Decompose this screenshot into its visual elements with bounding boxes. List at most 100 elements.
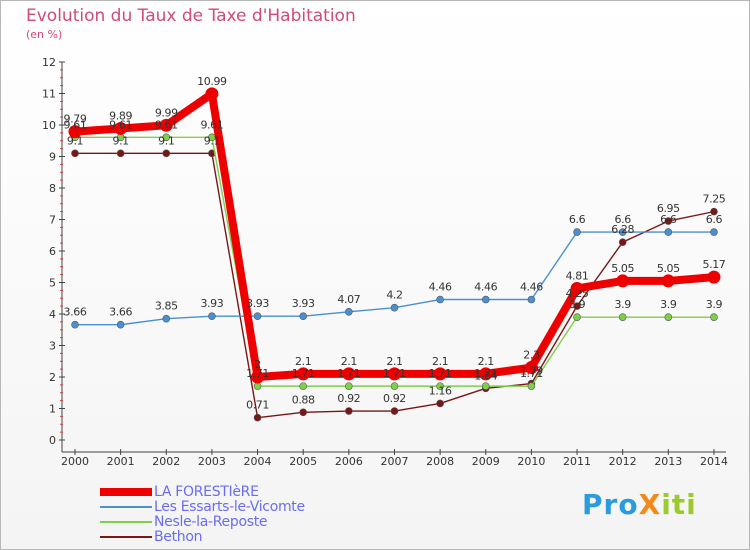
data-label: 3.9 <box>706 298 723 311</box>
data-point <box>253 413 262 422</box>
data-point <box>390 407 399 415</box>
x-tick-label: 2003 <box>198 455 226 468</box>
chart-subtitle: (en %) <box>26 28 63 41</box>
data-point <box>68 125 82 139</box>
data-point <box>342 367 356 381</box>
data-label: 0.71 <box>246 399 269 412</box>
data-point <box>162 314 171 323</box>
data-label: 9.1 <box>67 134 83 147</box>
data-label: 9.1 <box>112 134 128 147</box>
data-point <box>345 382 353 390</box>
data-label: 6.6 <box>569 213 586 226</box>
data-label: 3.9 <box>660 298 677 311</box>
data-point <box>618 313 627 321</box>
data-point <box>253 312 262 321</box>
data-point <box>296 367 310 381</box>
data-label: 6.95 <box>657 202 680 215</box>
chart-title: Evolution du Taux de Taxe d'Habitation <box>26 6 356 26</box>
data-point <box>710 228 718 236</box>
data-point <box>710 313 718 321</box>
x-tick-label: 2006 <box>335 455 363 468</box>
data-point <box>114 121 128 135</box>
legend-swatch-nesle <box>100 520 152 523</box>
data-label: 4.81 <box>566 269 589 282</box>
data-label: 1.71 <box>429 367 452 380</box>
x-tick-label: 2012 <box>609 455 637 468</box>
data-point <box>527 382 536 390</box>
data-label: 1.71 <box>383 367 406 380</box>
x-tick-label: 2013 <box>654 455 682 468</box>
y-tick-label: 11 <box>42 88 56 101</box>
data-label: 5.17 <box>703 258 726 271</box>
data-label: 4.46 <box>429 281 452 294</box>
data-label: 1.71 <box>337 367 360 380</box>
data-point <box>433 367 447 381</box>
x-tick-label: 2007 <box>380 455 408 468</box>
data-label: 4.07 <box>337 293 360 306</box>
data-point <box>253 382 262 390</box>
legend-swatch-les-essarts <box>100 505 152 508</box>
data-point <box>616 274 630 288</box>
data-label: 9.61 <box>200 118 223 131</box>
data-label: 6.6 <box>706 213 723 226</box>
x-tick-label: 2004 <box>244 455 272 468</box>
data-label: 3.93 <box>292 297 315 310</box>
data-point <box>664 217 673 225</box>
data-label: 3.93 <box>246 297 269 310</box>
data-label: 3.93 <box>200 297 223 310</box>
data-point <box>481 382 490 390</box>
legend-label: Bethon <box>154 528 203 545</box>
data-point <box>573 302 581 310</box>
y-tick-label: 4 <box>49 308 56 321</box>
data-point <box>345 307 353 316</box>
legend: LA FORESTIèRE Les Essarts-le-Vicomte Nes… <box>100 483 305 545</box>
data-label: 4.25 <box>566 287 589 300</box>
data-label: 1.64 <box>474 369 497 382</box>
data-point <box>390 303 399 312</box>
data-label: 2.3 <box>523 349 540 362</box>
data-label: 9.79 <box>64 113 87 126</box>
data-point <box>436 382 444 390</box>
data-label: 1.16 <box>429 384 452 397</box>
data-label: 3.9 <box>615 298 632 311</box>
y-tick-label: 5 <box>49 277 56 290</box>
data-label: 9.1 <box>158 134 174 147</box>
data-point <box>570 281 584 295</box>
data-label: 9.99 <box>155 106 178 119</box>
legend-item-les-essarts: Les Essarts-le-Vicomte <box>100 499 305 515</box>
data-point <box>710 207 718 216</box>
data-point <box>524 361 538 375</box>
data-point <box>664 313 673 321</box>
data-point <box>162 133 171 142</box>
y-tick-label: 8 <box>49 182 56 195</box>
data-label: 4.46 <box>520 281 543 294</box>
data-point <box>661 274 675 288</box>
data-label: 9.89 <box>109 109 132 122</box>
data-point <box>299 312 308 321</box>
data-label: 2.1 <box>295 355 311 368</box>
legend-item-nesle: Nesle-la-Reposte <box>100 513 305 530</box>
data-point <box>116 149 125 158</box>
data-point <box>664 228 673 236</box>
data-point <box>159 118 173 132</box>
x-tick-label: 2001 <box>107 455 135 468</box>
data-label: 4.46 <box>474 281 497 294</box>
data-label: 0.92 <box>383 392 406 405</box>
data-point <box>205 87 219 101</box>
data-label: 1.71 <box>520 367 543 380</box>
x-tick-label: 2008 <box>426 455 454 468</box>
y-tick-label: 2 <box>49 371 56 384</box>
y-tick-label: 12 <box>42 56 56 69</box>
legend-label: Nesle-la-Reposte <box>154 513 268 530</box>
data-label: 6.28 <box>611 223 634 236</box>
data-point <box>618 228 627 236</box>
data-point <box>479 367 493 381</box>
data-label: 1.71 <box>474 367 497 380</box>
data-label: 10.99 <box>197 75 227 88</box>
data-point <box>251 370 265 384</box>
data-point <box>573 313 581 321</box>
data-point <box>387 367 401 381</box>
data-label: 2 <box>254 358 261 371</box>
legend-label: LA FORESTIèRE <box>154 483 259 500</box>
